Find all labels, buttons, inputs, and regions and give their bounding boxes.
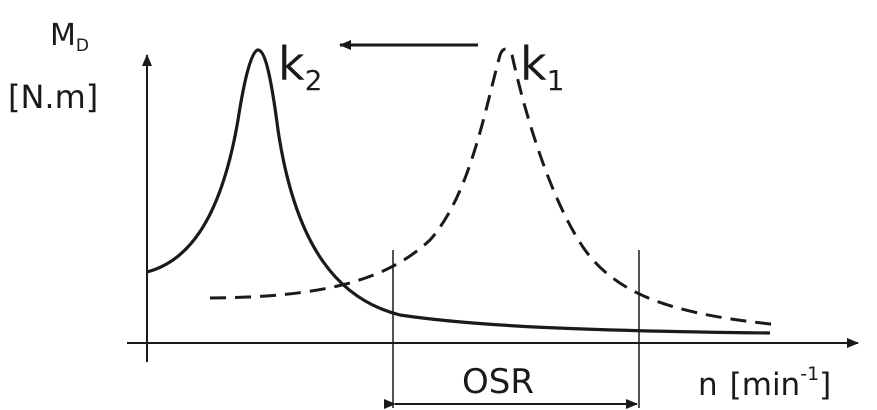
k2-index: 2 xyxy=(305,64,323,97)
svg-text:MD: MD xyxy=(50,18,89,56)
curve-k2 xyxy=(146,48,771,335)
y-axis-symbol: M xyxy=(50,18,76,53)
svg-text:k2: k2 xyxy=(278,37,322,97)
svg-text:k1: k1 xyxy=(520,37,564,97)
k1-index: 1 xyxy=(547,64,565,97)
y-axis-unit: [N.m] xyxy=(8,78,98,116)
svg-text:n[min-1]: n [min-1] xyxy=(698,363,831,403)
k2-letter: k xyxy=(278,37,305,91)
x-axis-symbol: n xyxy=(698,367,718,403)
x-axis-unit-exp: -1 xyxy=(800,363,819,385)
x-axis-unit-close: ] xyxy=(819,367,831,403)
k1-letter: k xyxy=(520,37,547,91)
osr-label: OSR xyxy=(462,362,534,402)
curve-k1 xyxy=(209,47,781,327)
y-axis-subscript: D xyxy=(76,36,89,56)
x-axis-unit-open: [min xyxy=(730,367,801,403)
